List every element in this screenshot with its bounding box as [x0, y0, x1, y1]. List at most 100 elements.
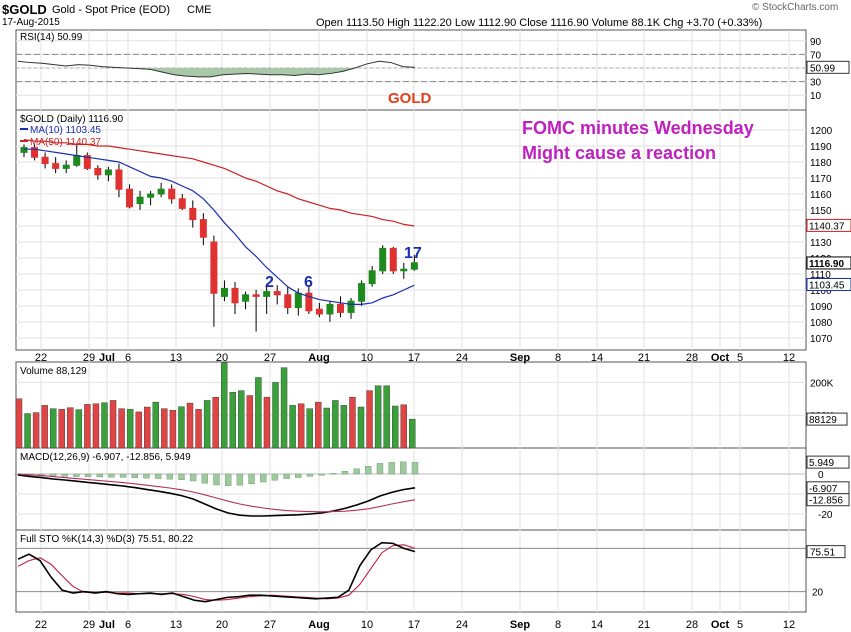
macd-histogram-bar	[271, 473, 279, 481]
price-value-label: 1103.45	[809, 280, 845, 291]
macd-histogram-bar	[388, 462, 395, 475]
macd-histogram-bar	[236, 473, 244, 486]
volume-bar	[135, 411, 142, 449]
x-tick-label: 20	[216, 352, 228, 364]
wave-count-label: 2	[265, 274, 274, 291]
candle-down	[189, 207, 197, 221]
annotation-line-1: FOMC minutes Wednesday	[522, 118, 754, 138]
macd-histogram-bar	[341, 471, 349, 475]
stochastic-panel: 2080Full STO %K(14,3) %D(3) 75.51, 80.22…	[16, 534, 846, 603]
candle-up	[294, 292, 302, 309]
candle-up	[379, 247, 387, 272]
x-tick-label: 10	[361, 352, 373, 364]
candle-up	[157, 188, 165, 195]
macd-histogram-bar	[84, 473, 92, 477]
macd-histogram-bar	[189, 473, 197, 482]
ma10-legend: MA(10) 1103.45	[30, 125, 101, 136]
macd-value-label: -12.856	[809, 496, 843, 507]
macd-histogram-bar	[411, 462, 419, 475]
volume-bar	[332, 400, 339, 449]
volume-bar	[272, 382, 279, 449]
candle-up	[242, 294, 250, 302]
macd-histogram-bar	[73, 473, 80, 477]
price-tick-label: 1080	[810, 318, 833, 329]
volume-bar	[75, 409, 83, 449]
x-tick-label: 29	[83, 619, 95, 631]
candle-up	[220, 287, 228, 297]
volume-bar	[84, 404, 91, 449]
candle-up	[104, 169, 112, 176]
x-tick-label: 5	[737, 619, 743, 631]
macd-histogram-bar	[143, 473, 150, 479]
panel-frame-price	[15, 109, 807, 351]
sto-k-line	[17, 541, 416, 603]
candle-up	[62, 164, 70, 169]
volume-bar	[92, 403, 100, 449]
volume-bar	[101, 402, 108, 449]
annotation-line-2: Might cause a reaction	[522, 143, 716, 163]
candle-down	[305, 292, 313, 312]
volume-bar	[109, 400, 117, 449]
macd-histogram-bar	[260, 473, 267, 483]
x-tick-label: Jul	[99, 619, 115, 631]
macd-tick-label: 0	[818, 470, 824, 481]
price-value-label: 1140.37	[809, 221, 845, 232]
x-tick-label: 6	[125, 619, 131, 631]
x-tick-label: 28	[686, 352, 698, 364]
volume-bar	[118, 408, 125, 449]
wave-count-label: 17	[404, 245, 422, 262]
macd-histogram-bar	[178, 473, 185, 481]
price-tick-label: 1100	[810, 286, 832, 297]
x-tick-label: 27	[264, 619, 276, 631]
x-tick-label: 10	[361, 619, 373, 631]
volume-bar	[400, 404, 407, 449]
rsi-tick-label: 90	[810, 37, 822, 48]
x-tick-label: 12	[783, 619, 795, 631]
candle-down	[231, 287, 239, 304]
macd-signal-line	[17, 473, 416, 513]
macd-value-tag	[806, 455, 850, 469]
candle-up	[147, 193, 155, 198]
candle-down	[126, 188, 133, 208]
price-value-tag	[806, 256, 851, 270]
candle-up	[263, 291, 271, 297]
volume-bar	[323, 407, 330, 449]
candle-up	[358, 283, 366, 302]
watermark: © StockCharts.com	[752, 2, 839, 13]
macd-histogram-bar	[224, 473, 232, 487]
volume-bar	[50, 408, 57, 449]
macd-tick-label: -20	[818, 510, 833, 521]
x-tick-label: 17	[408, 619, 420, 631]
macd-line	[17, 474, 416, 517]
volume-bar	[15, 398, 23, 449]
volume-bar	[238, 390, 245, 449]
x-tick-label: 14	[591, 352, 603, 364]
candle-down	[115, 169, 123, 190]
rsi-value-label: 50.99	[810, 63, 835, 74]
macd-histogram-bar	[61, 473, 68, 477]
x-tick-label: 13	[170, 619, 182, 631]
volume-bar	[392, 405, 399, 449]
sto-tick-label: 20	[812, 588, 824, 599]
candle-down	[337, 303, 344, 313]
volume-bar	[229, 392, 236, 449]
macd-value-label: -6.907	[809, 484, 838, 495]
price-tick-label: 1200	[810, 126, 833, 137]
volume-bar	[169, 410, 177, 449]
chart-name: Gold - Spot Price (EOD)	[52, 4, 170, 16]
x-tick-label: 6	[125, 352, 131, 364]
volume-bar	[289, 405, 296, 449]
volume-bar	[152, 401, 160, 449]
x-tick-label: 21	[638, 352, 650, 364]
candle-down	[210, 241, 218, 294]
volume-bar	[41, 405, 48, 449]
x-tick-label: 8	[555, 352, 561, 364]
x-tick-label: 27	[264, 352, 276, 364]
x-tick-label: 21	[638, 619, 650, 631]
volume-tick-label: 200K	[810, 378, 834, 389]
macd-histogram-bar	[306, 473, 314, 477]
volume-bar	[349, 396, 356, 449]
candle-down	[252, 294, 260, 297]
price-tick-label: 1180	[810, 158, 832, 169]
